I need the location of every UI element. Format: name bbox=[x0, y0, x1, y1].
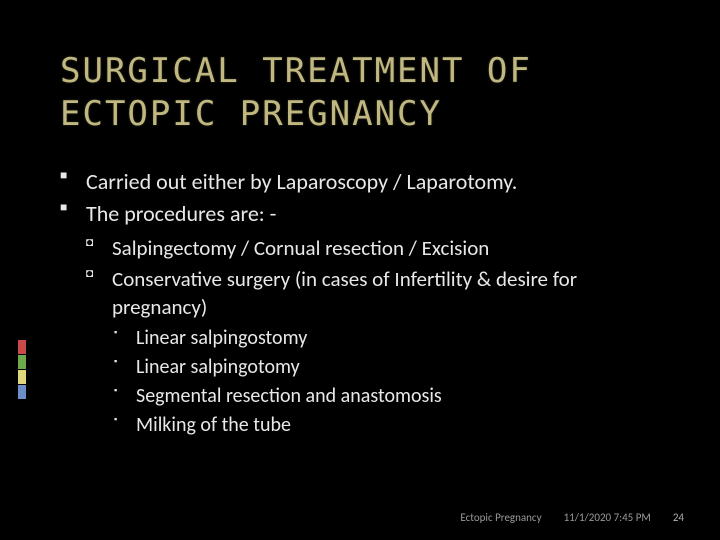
accent-bar-1 bbox=[18, 340, 26, 354]
list-item: Linear salpingostomy bbox=[112, 325, 660, 352]
list-item: Segmental resection and anastomosis bbox=[112, 383, 660, 410]
footer-page-number: 24 bbox=[673, 511, 684, 524]
slide-footer: Ectopic Pregnancy 11/1/2020 7:45 PM 24 bbox=[460, 511, 684, 524]
accent-color-bars bbox=[18, 340, 26, 400]
footer-subject: Ectopic Pregnancy bbox=[460, 511, 541, 524]
list-item: Carried out either by Laparoscopy / Lapa… bbox=[60, 167, 660, 197]
slide-title: SURGICAL TREATMENT OF ECTOPIC PREGNANCY bbox=[60, 50, 660, 135]
accent-bar-4 bbox=[18, 385, 26, 399]
list-item: Conservative surgery (in cases of Infert… bbox=[86, 265, 660, 440]
list-item: The procedures are: - Salpingectomy / Co… bbox=[60, 199, 660, 440]
bullet-list-lvl2: Salpingectomy / Cornual resection / Exci… bbox=[86, 234, 660, 439]
bullet-list-lvl1: Carried out either by Laparoscopy / Lapa… bbox=[60, 167, 660, 439]
accent-bar-3 bbox=[18, 370, 26, 384]
list-item: Linear salpingotomy bbox=[112, 354, 660, 381]
list-item-text: The procedures are: - bbox=[86, 200, 276, 227]
footer-datetime: 11/1/2020 7:45 PM bbox=[564, 511, 651, 524]
list-item: Salpingectomy / Cornual resection / Exci… bbox=[86, 234, 660, 262]
slide-container: SURGICAL TREATMENT OF ECTOPIC PREGNANCY … bbox=[0, 0, 720, 540]
list-item: Milking of the tube bbox=[112, 412, 660, 439]
list-item-text: Conservative surgery (in cases of Infert… bbox=[112, 266, 577, 320]
bullet-list-lvl3: Linear salpingostomy Linear salpingotomy… bbox=[112, 325, 660, 439]
accent-bar-2 bbox=[18, 355, 26, 369]
